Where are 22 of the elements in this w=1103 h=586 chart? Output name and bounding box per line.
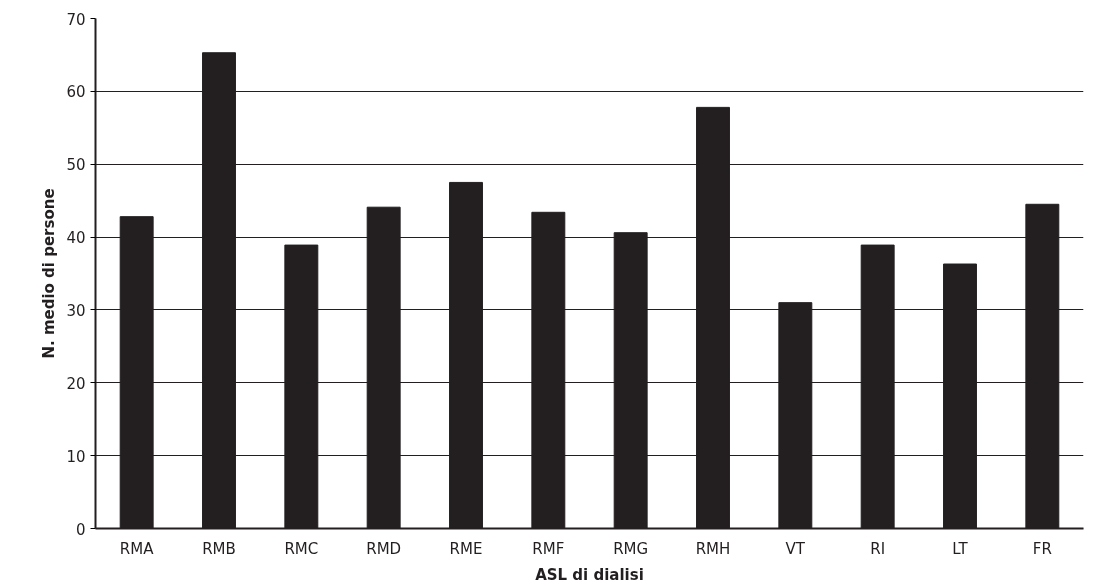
- y-tick-label: 20: [66, 374, 86, 393]
- y-tick-label: 60: [66, 83, 86, 102]
- y-tick-label: 70: [66, 10, 86, 29]
- x-tick-label: FR: [1032, 539, 1052, 558]
- x-tick-label: RI: [870, 539, 886, 558]
- y-tick-label: 50: [66, 156, 86, 175]
- x-tick-label: RME: [449, 539, 483, 558]
- x-tick-label: VT: [785, 539, 806, 558]
- x-tick-label: RMF: [532, 539, 565, 558]
- y-tick-label: 30: [66, 301, 86, 320]
- x-axis-title: ASL di dialisi: [535, 565, 644, 584]
- x-tick-label: RMH: [695, 539, 731, 558]
- x-tick-label: LT: [952, 539, 969, 558]
- x-tick-label: RMD: [366, 539, 402, 558]
- x-tick-label: RMA: [119, 539, 155, 558]
- x-tick-label: RMB: [202, 539, 236, 558]
- x-tick-label: RMG: [613, 539, 649, 558]
- y-axis-title: N. medio di persone: [40, 188, 59, 359]
- y-tick-label: 10: [66, 447, 86, 466]
- x-tick-label: RMC: [284, 539, 319, 558]
- y-tick-label: 0: [75, 520, 86, 539]
- y-tick-label: 40: [66, 229, 86, 248]
